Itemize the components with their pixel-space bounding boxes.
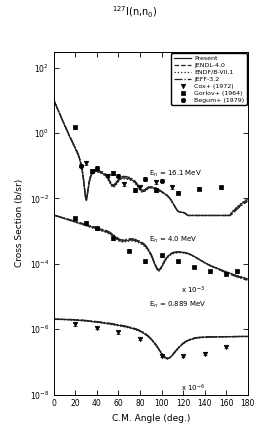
Legend: Present, JENDL-4.0, ENDF/B-VII.1, JEFF-3.2, Cox+ (1972), Gorlov+ (1964), Begum+ : Present, JENDL-4.0, ENDF/B-VII.1, JEFF-3… (171, 53, 247, 105)
Text: x 10$^{-3}$: x 10$^{-3}$ (181, 285, 205, 297)
Text: E$_n$ = 16.1 MeV: E$_n$ = 16.1 MeV (149, 169, 202, 180)
Text: E$_n$ = 0.889 MeV: E$_n$ = 0.889 MeV (149, 300, 206, 310)
Text: $^{127}$I(n,n$_0$): $^{127}$I(n,n$_0$) (112, 4, 158, 20)
X-axis label: C.M. Angle (deg.): C.M. Angle (deg.) (112, 414, 190, 423)
Y-axis label: Cross Section (b/sr): Cross Section (b/sr) (15, 179, 24, 268)
Text: x 10$^{-6}$: x 10$^{-6}$ (181, 383, 205, 395)
Text: E$_n$ = 4.0 MeV: E$_n$ = 4.0 MeV (149, 235, 197, 245)
